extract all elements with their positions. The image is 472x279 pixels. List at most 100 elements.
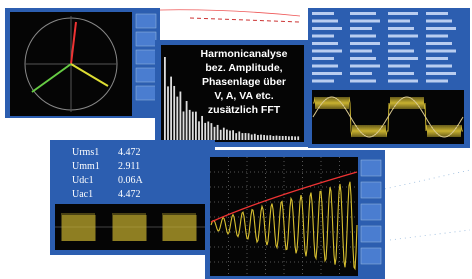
- readout: [312, 35, 334, 38]
- fft-bar: [282, 136, 284, 140]
- fft-bar: [257, 135, 259, 140]
- readout: [388, 50, 414, 53]
- fft-bar: [167, 86, 169, 140]
- overlay-line: Phasenlage über: [202, 76, 286, 88]
- readout: [388, 35, 418, 38]
- readout: [350, 80, 376, 83]
- fft-bar: [263, 135, 265, 140]
- fft-bar: [269, 135, 271, 140]
- readout: [350, 57, 376, 60]
- meas-value: 2.911: [118, 161, 140, 172]
- fft-bar: [207, 121, 209, 140]
- collage: Harmonicanalyse bez. Amplitude, Phasenlage…: [0, 0, 472, 279]
- readout: [426, 27, 456, 30]
- readout: [312, 80, 334, 83]
- overlay-line: V, A, VA etc.: [214, 90, 273, 102]
- overlay-line: bez. Amplitude,: [205, 62, 282, 74]
- fft-bar: [170, 77, 172, 140]
- readout: [388, 65, 410, 68]
- fft-screen: Harmonicanalyse bez. Amplitude, Phasenlage…: [155, 40, 310, 147]
- fft-bar: [186, 101, 188, 140]
- fft-bar: [183, 111, 185, 140]
- fft-bar: [217, 125, 219, 140]
- fft-bar: [201, 116, 203, 140]
- fft-bar: [223, 128, 225, 140]
- fft-bar: [266, 135, 268, 140]
- scope-screen: [205, 150, 385, 279]
- readout: [350, 35, 376, 38]
- fft-bar: [251, 134, 253, 140]
- fft-bar: [214, 127, 216, 140]
- fft-bar: [291, 136, 293, 140]
- readout: [312, 50, 342, 53]
- fft-bar: [176, 97, 178, 140]
- waveform: [62, 213, 196, 241]
- fft-bar: [232, 130, 234, 140]
- fft-bar: [180, 92, 182, 140]
- readout: [388, 42, 410, 45]
- readout: [426, 57, 448, 60]
- readout: [350, 27, 372, 30]
- meas-label: Umm1: [72, 161, 100, 172]
- overlay-line: Harmonicanalyse: [201, 48, 288, 60]
- readout: [388, 72, 414, 75]
- fft-bar: [276, 136, 278, 140]
- meas-label: Uac1: [72, 189, 93, 200]
- readout: [426, 72, 456, 75]
- fft-bar: [229, 131, 231, 140]
- fft-bar: [254, 134, 256, 140]
- fft-bar: [198, 121, 200, 140]
- page: {"overlay":{"lines":["Harmonicanalyse","…: [0, 0, 472, 279]
- overlay-line: zusätzlich FFT: [208, 104, 281, 116]
- readout: [312, 12, 334, 15]
- readout: [426, 20, 452, 23]
- readout: [426, 50, 456, 53]
- readout: [312, 20, 338, 23]
- readout: [312, 57, 334, 60]
- readout: [388, 20, 410, 23]
- readout: [426, 80, 448, 83]
- fft-bar: [248, 133, 250, 140]
- fft-bar: [204, 123, 206, 140]
- fft-bar: [220, 130, 222, 140]
- meas-value: 0.06A: [118, 175, 144, 186]
- fft-bar: [211, 123, 213, 140]
- readout: [388, 27, 414, 30]
- fft-bar: [235, 133, 237, 140]
- readout: [350, 42, 380, 45]
- meas-label: Udc1: [72, 175, 94, 186]
- fft-bar: [226, 130, 228, 140]
- readout: [350, 12, 376, 15]
- decor-line: [380, 170, 470, 240]
- fft-bar: [242, 133, 244, 140]
- meas-label: Urms1: [72, 147, 99, 158]
- readout: [426, 42, 452, 45]
- meas-value: 4.472: [118, 147, 141, 158]
- readout: [312, 27, 342, 30]
- readout: [426, 35, 448, 38]
- readout: [350, 72, 372, 75]
- fft-bar: [189, 110, 191, 140]
- decor-line: [190, 18, 300, 22]
- fft-bar: [195, 112, 197, 140]
- readout: [350, 50, 372, 53]
- fft-bar: [288, 136, 290, 140]
- readout: [312, 65, 338, 68]
- readout: [426, 65, 452, 68]
- phasor-screen: [5, 8, 160, 118]
- power-screen: [308, 8, 470, 148]
- readout: [312, 42, 338, 45]
- fft-bar: [297, 136, 299, 140]
- fft-bar: [192, 112, 194, 140]
- readout: [426, 12, 448, 15]
- readout: [388, 80, 418, 83]
- readout: [388, 12, 418, 15]
- readout: [350, 65, 380, 68]
- readout: [312, 72, 342, 75]
- fft-bar: [245, 133, 247, 140]
- readout: [388, 57, 418, 60]
- values-screen: Urms1 4.472 Umm1 2.911 Udc1 0.06A Uac1 4.472: [50, 140, 215, 255]
- meas-value: 4.472: [118, 189, 141, 200]
- fft-bar: [173, 86, 175, 140]
- fft-bar: [294, 136, 296, 140]
